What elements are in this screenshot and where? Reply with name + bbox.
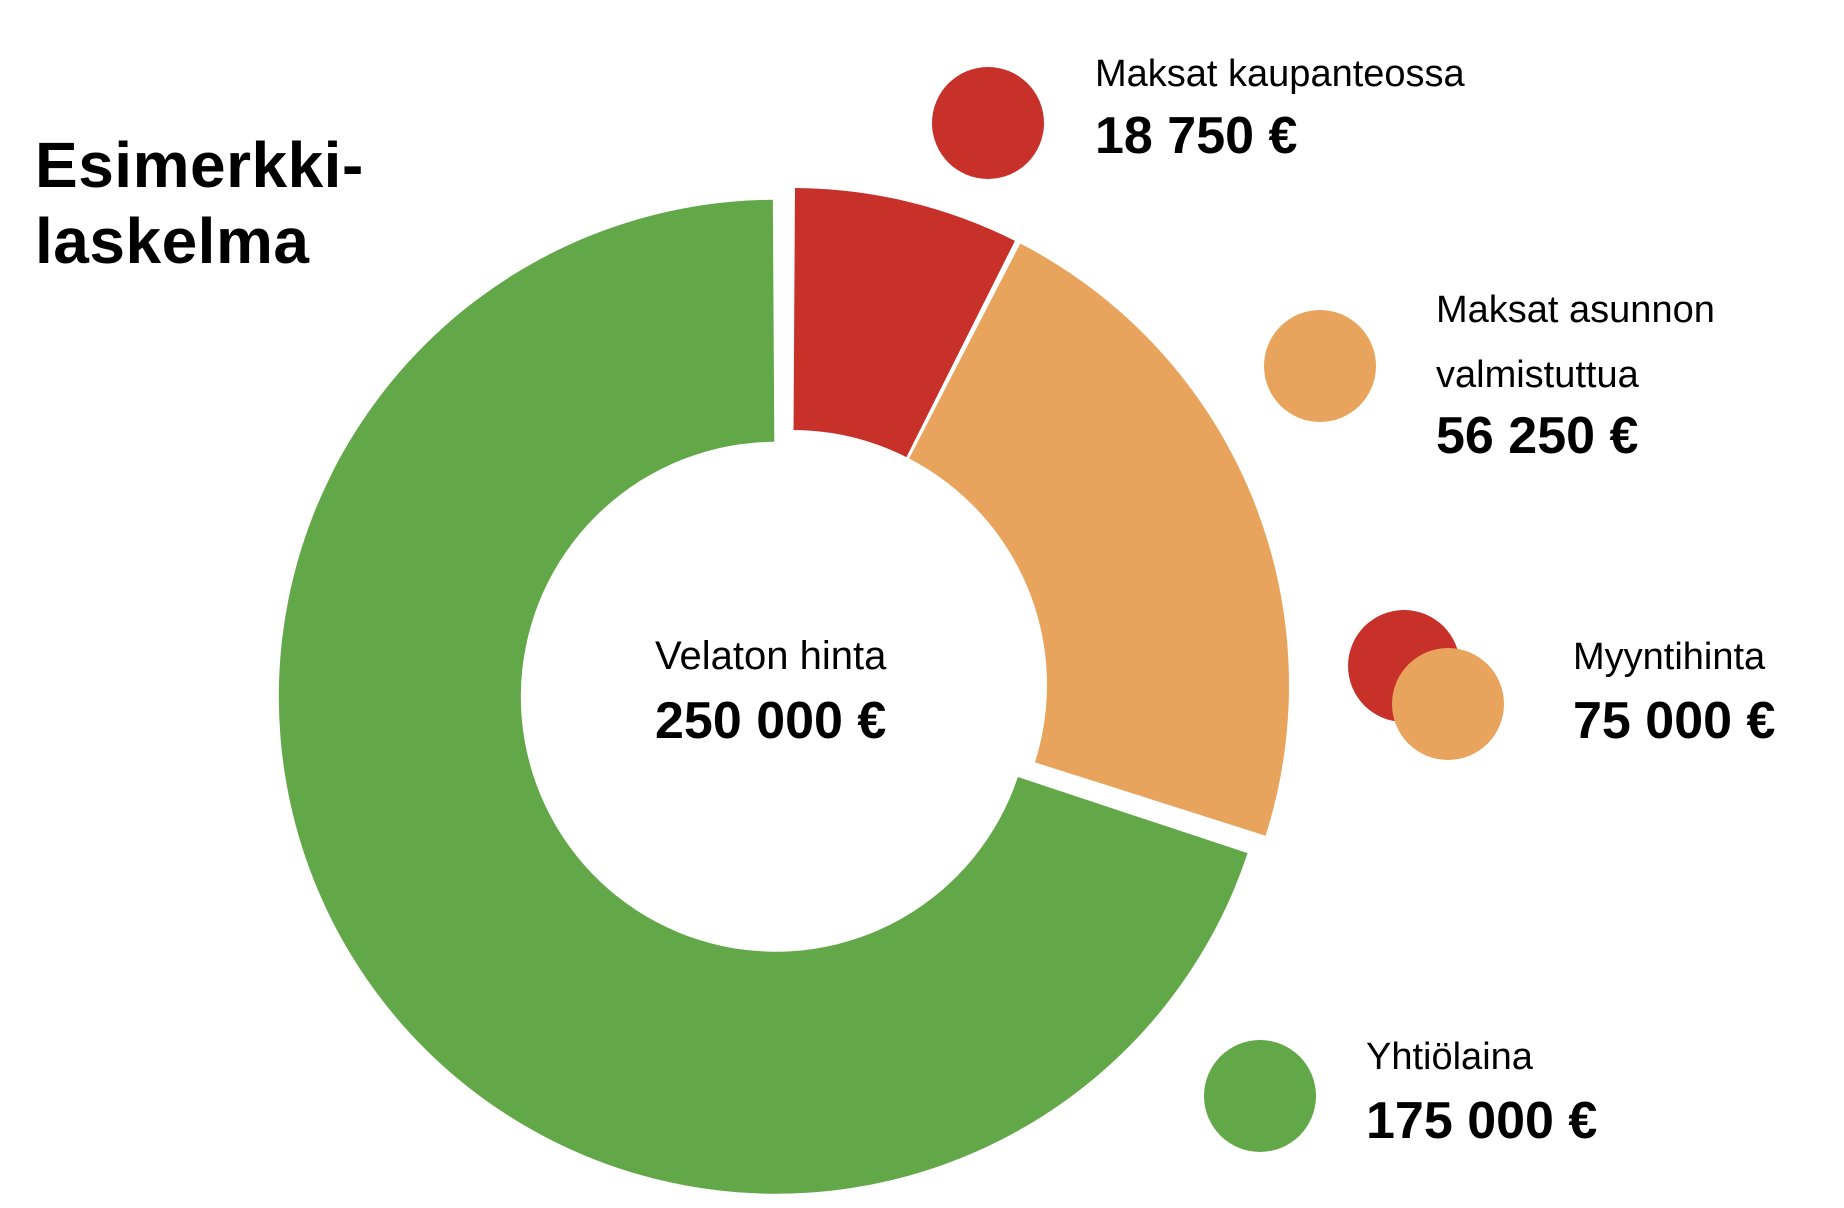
legend-dot-yhtiolaina: [1204, 1040, 1316, 1152]
legend-dot-valmistuttua: [1264, 310, 1376, 422]
legend-label-myyntihinta: Myyntihinta: [1573, 636, 1766, 678]
donut-slice-3: [278, 199, 1248, 1194]
donut-center-label: Velaton hinta: [655, 634, 887, 678]
legend-value-valmistuttua: 56 250 €: [1436, 407, 1639, 465]
donut-slice-2: [909, 243, 1289, 836]
legend-value-kaupanteossa: 18 750 €: [1095, 107, 1298, 165]
legend-label-yhtiolaina: Yhtiölaina: [1366, 1036, 1533, 1078]
donut-slices: [278, 188, 1289, 1194]
legend-dot-kaupanteossa: [932, 67, 1044, 179]
legend-label-valmistuttua: Maksat asunnon valmistuttua: [1436, 289, 1715, 397]
donut-slice-1: [793, 188, 1015, 458]
legend-label-kaupanteossa: Maksat kaupanteossa: [1095, 53, 1465, 95]
donut-center-value: 250 000 €: [655, 692, 887, 750]
legend-value-myyntihinta: 75 000 €: [1573, 692, 1776, 750]
legend-dot-myyntihinta-orange: [1392, 648, 1504, 760]
legend-value-yhtiolaina: 175 000 €: [1366, 1092, 1598, 1150]
chart-title: Esimerkki- laskelma: [35, 129, 364, 277]
